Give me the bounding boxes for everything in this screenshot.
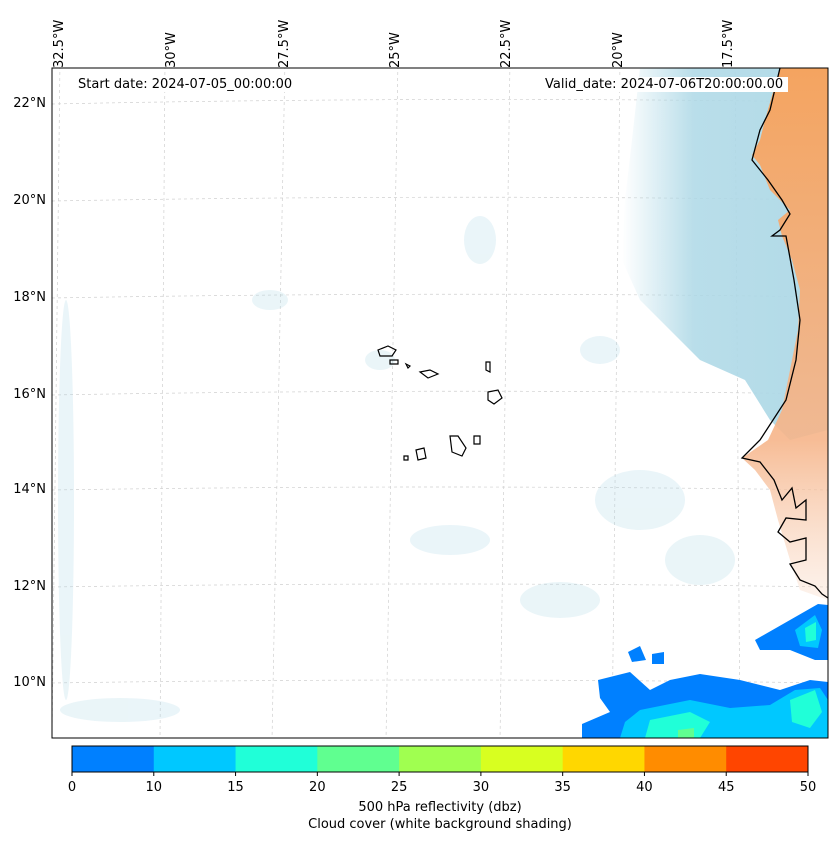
colorbar-tick-label: 45 — [717, 780, 735, 795]
colorbar-label-reflectivity: 500 hPa reflectivity (dbz) — [358, 800, 522, 815]
lat-label-10n: 10°N — [13, 675, 46, 690]
coastline — [740, 68, 828, 599]
colorbar-segment — [399, 746, 482, 772]
lon-label-27-5w: 27.5°W — [277, 19, 292, 68]
lat-label-12n: 12°N — [13, 579, 46, 594]
colorbar-frame — [71, 745, 809, 773]
lon-label-22-5w: 22.5°W — [499, 19, 514, 68]
colorbar-segment — [153, 746, 237, 772]
colorbar-tick-label: 10 — [145, 780, 163, 795]
lat-label-16n: 16°N — [13, 387, 46, 402]
colorbar — [72, 746, 809, 772]
map-frame — [51, 67, 829, 739]
colorbar-tick-label: 20 — [309, 780, 326, 795]
lon-label-32-5w: 32.5°W — [52, 19, 67, 68]
colorbar-tick-label: 35 — [554, 780, 571, 795]
reflectivity-region-south — [582, 646, 828, 738]
lat-label-22n: 22°N — [13, 96, 46, 111]
reflectivity-region-east — [755, 604, 828, 660]
colorbar-tick-labels: 0 10 15 20 25 30 35 40 45 50 — [0, 780, 837, 798]
colorbar-segment — [726, 746, 809, 772]
colorbar-tick-label: 25 — [390, 780, 408, 795]
gridlines — [52, 68, 828, 738]
colorbar-tick-label: 40 — [636, 780, 653, 795]
lon-label-20w: 20°W — [611, 32, 626, 68]
colorbar-segment — [644, 746, 727, 772]
valid-date-label: Valid_date: 2024-07-06T20:00:00.00 — [540, 77, 789, 92]
lon-label-30w: 30°W — [164, 32, 179, 68]
colorbar-tick-label: 30 — [472, 780, 490, 795]
colorbar-segment — [317, 746, 400, 772]
colorbar-tick-label: 0 — [67, 780, 77, 795]
colorbar-label-cloud-cover: Cloud cover (white background shading) — [308, 817, 572, 832]
scattered-cloud-cover — [58, 216, 735, 722]
colorbar-segment — [72, 746, 155, 772]
cape-verde-islands — [377, 345, 503, 461]
lon-label-25w: 25°W — [388, 32, 403, 68]
colorbar-segment — [480, 746, 564, 772]
lat-label-20n: 20°N — [13, 193, 46, 208]
lon-label-17-5w: 17.5°W — [721, 19, 736, 68]
lat-label-18n: 18°N — [13, 290, 46, 305]
colorbar-tick-label: 50 — [799, 780, 817, 795]
colorbar-segment — [235, 746, 318, 772]
start-date-label: Start date: 2024-07-05_00:00:00 — [73, 77, 298, 92]
lat-label-14n: 14°N — [13, 482, 46, 497]
colorbar-tick-label: 15 — [227, 780, 244, 795]
colorbar-segment — [562, 746, 645, 772]
